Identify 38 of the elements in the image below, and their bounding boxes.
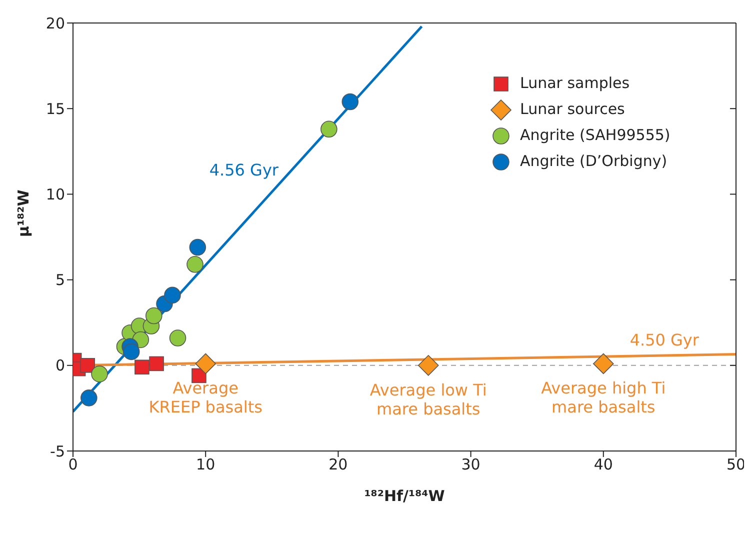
- point: [80, 390, 98, 406]
- annotation: 4.50 Gyr: [630, 330, 700, 350]
- y-tick-label: 5: [55, 271, 65, 290]
- y-tick-label: 0: [55, 356, 65, 375]
- point: [122, 343, 140, 360]
- point: [149, 356, 164, 372]
- y-tick-label: 15: [46, 100, 65, 118]
- y-axis-title: μ¹⁸²W: [14, 189, 32, 237]
- annotation: Average low Ti mare basalts: [370, 380, 487, 418]
- point: [195, 353, 216, 374]
- annotation: Average KREEP basalts: [148, 378, 262, 417]
- point: [91, 366, 108, 382]
- point: [169, 330, 186, 346]
- point: [80, 358, 95, 373]
- point: [342, 93, 359, 110]
- x-tick-label: 10: [196, 456, 216, 474]
- y-tick-label: 10: [46, 186, 65, 204]
- legend-label: Lunar samples: [519, 73, 631, 94]
- point: [418, 355, 439, 376]
- point: [320, 120, 338, 138]
- y-tick-label: 20: [46, 14, 65, 32]
- x-axis-title: ¹⁸²Hf/¹⁸⁴W: [364, 487, 446, 505]
- x-tick-label: 30: [461, 456, 480, 474]
- point: [164, 286, 181, 304]
- legend-label: Lunar sources: [519, 99, 626, 120]
- point: [145, 307, 162, 324]
- point: [134, 360, 150, 375]
- x-tick-label: 20: [328, 456, 348, 474]
- y-tick-label: -5: [50, 442, 65, 460]
- annotation: Average high Ti mare basalts: [541, 378, 666, 417]
- annotation: 4.56 Gyr: [209, 160, 279, 180]
- point: [593, 353, 614, 374]
- point: [186, 256, 204, 273]
- x-tick-label: 40: [594, 456, 613, 474]
- legend-label: Angrite (D’Orbigny): [519, 151, 668, 172]
- point: [189, 238, 206, 256]
- legend-label: Angrite (SAH99555): [519, 125, 670, 146]
- x-tick-label: 0: [68, 456, 78, 474]
